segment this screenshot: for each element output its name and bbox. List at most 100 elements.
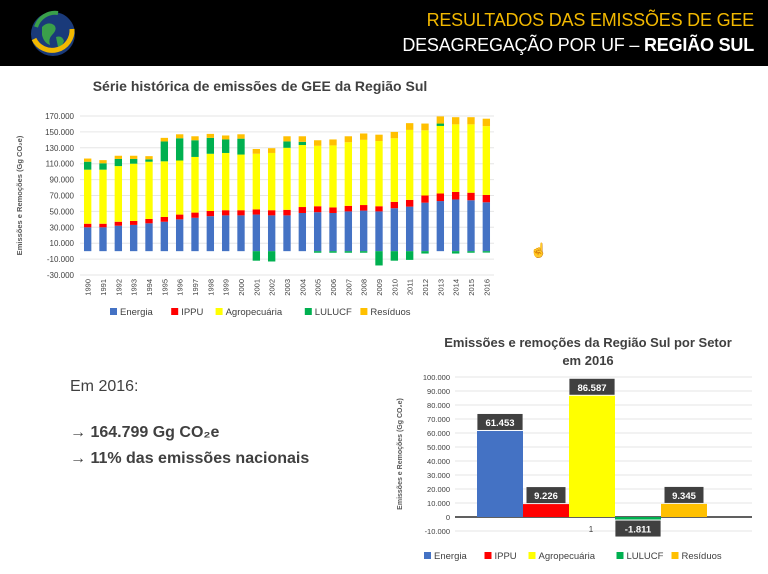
bar-segment-agropecuária	[467, 124, 475, 193]
bar-segment-lulucf	[160, 141, 169, 162]
bar-segment-energia	[221, 215, 230, 252]
legend-swatch	[671, 552, 679, 559]
bar-segment-lulucf	[451, 251, 460, 254]
bar-segment-resíduos	[206, 133, 215, 138]
summary-block: Em 2016: → 164.799 Gg CO₂e → 11% das emi…	[70, 378, 309, 476]
bar-segment-energia	[421, 202, 429, 252]
bar-segment-ippu	[283, 209, 291, 216]
bar-segment-lulucf	[329, 251, 337, 253]
legend-label: Agropecuária	[539, 551, 596, 562]
data-label: 86.587	[577, 383, 606, 394]
bar-segment-agropecuária	[482, 126, 491, 195]
x-tick-label: 2010	[390, 279, 399, 296]
y-tick-label: 80.000	[427, 401, 450, 410]
y-tick-label: 0	[446, 513, 450, 522]
y-tick-label: 10.000	[427, 499, 450, 508]
y-tick-label: -10.000	[47, 255, 75, 264]
data-label: 9.226	[534, 491, 558, 502]
legend-label: Agropecuária	[226, 307, 283, 318]
bar-segment-energia	[482, 202, 491, 252]
bar-segment-lulucf	[436, 123, 445, 126]
bar-segment-lulucf	[344, 251, 353, 253]
bar-segment-ippu	[405, 199, 414, 207]
legend-swatch	[304, 308, 312, 315]
y-tick-label: 70.000	[50, 192, 75, 201]
bar-segment-lulucf	[298, 141, 307, 146]
bar-segment-resíduos	[83, 158, 92, 162]
legend-label: Resíduos	[370, 307, 410, 318]
bar-segment-energia	[237, 215, 245, 252]
bar-segment-agropecuária	[375, 141, 383, 207]
bar-segment-resíduos	[482, 118, 491, 127]
bar-segment-energia	[344, 211, 353, 252]
bar-segment-agropecuária	[421, 130, 429, 196]
bar-segment-resíduos	[467, 117, 475, 125]
y-tick-label: 90.000	[427, 387, 450, 396]
y-tick-label: -10.000	[425, 527, 450, 536]
y-tick-label: 20.000	[427, 485, 450, 494]
x-tick-label: 1	[589, 525, 594, 534]
bar-segment-lulucf	[237, 138, 245, 155]
header-subtitle: DESAGREGAÇÃO POR UF – REGIÃO SUL	[402, 35, 754, 55]
bar-segment-agropecuária	[83, 169, 92, 224]
chart2-title: Emissões e remoções da Região Sul por Se…	[444, 335, 732, 368]
legend-swatch	[424, 552, 431, 559]
bar-segment-energia	[405, 206, 414, 252]
legend-label: IPPU	[181, 307, 203, 318]
y-tick-label: 50.000	[427, 443, 450, 452]
legend-swatch	[171, 308, 179, 315]
bar-segment-energia	[99, 227, 107, 252]
y-tick-label: 60.000	[427, 429, 450, 438]
bar-segment-lulucf	[390, 251, 399, 261]
bar-segment-ippu	[160, 216, 169, 222]
x-tick-label: 2008	[360, 279, 369, 296]
x-tick-label: 1998	[206, 279, 215, 296]
y-axis-label: Emissões e Remoções (Gg CO₂e)	[15, 135, 24, 255]
bar-segment-ippu	[99, 223, 107, 228]
bar-segment-ippu	[482, 194, 491, 203]
bar-segment-energia	[359, 210, 368, 252]
bar-segment-resíduos	[160, 137, 169, 142]
bar-segment-agropecuária	[436, 125, 445, 194]
legend-label: LULUCF	[315, 307, 352, 318]
bar-segment-lulucf	[175, 138, 184, 161]
bar-segment-ippu	[175, 214, 184, 220]
bar-segment-energia	[267, 215, 276, 252]
summary-share: → 11% das emissões nacionais	[70, 450, 310, 467]
bar-segment-lulucf	[467, 251, 475, 253]
bar-segment-ippu	[390, 201, 399, 209]
y-tick-label: 10.000	[50, 239, 75, 248]
bar-segment-energia	[467, 200, 475, 252]
y-tick-label: 40.000	[427, 457, 450, 466]
bar-segment-lulucf	[206, 137, 215, 154]
x-tick-label: 1990	[84, 279, 93, 296]
bar-segment-agropecuária	[160, 161, 169, 217]
header-title: RESULTADOS DAS EMISSÕES DE GEE	[426, 10, 755, 30]
bar-segment-ippu	[313, 206, 322, 213]
bar-segment-resíduos	[191, 136, 199, 141]
x-tick-label: 2001	[252, 279, 261, 296]
legend-label: IPPU	[495, 551, 517, 562]
x-tick-label: 2014	[452, 279, 461, 296]
bar-segment-energia	[191, 217, 199, 252]
y-tick-label: 150.000	[45, 128, 74, 137]
bar-segment-ippu	[252, 209, 261, 215]
bar-segment-agropecuária	[298, 145, 307, 208]
bar-segment-resíduos	[390, 131, 399, 139]
bar-segment-lulucf	[313, 251, 322, 253]
bar-segment-lulucf	[221, 139, 230, 153]
bar-segment-lulucf	[114, 158, 123, 167]
bar-segment-ippu	[451, 191, 460, 200]
legend-label: Energia	[120, 307, 153, 318]
bar-segment-resíduos	[421, 123, 429, 131]
y-tick-label: 30.000	[50, 223, 75, 232]
y-tick-label: -30.000	[47, 271, 75, 280]
bar-segment-resíduos	[267, 148, 276, 153]
y-axis-label: Emissões e Remoções (Gg CO₂e)	[397, 398, 404, 510]
data-label-box	[526, 487, 566, 504]
bar-segment-lulucf	[359, 251, 368, 253]
bar-segment-resíduos	[252, 148, 261, 154]
x-tick-label: 2013	[436, 279, 445, 296]
bar-segment-agropecuária	[145, 161, 153, 219]
bar-agropecuária	[569, 395, 615, 517]
